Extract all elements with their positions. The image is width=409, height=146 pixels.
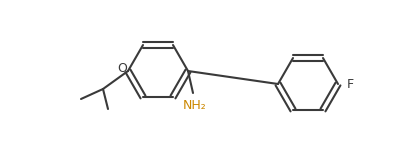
Text: NH₂: NH₂ (183, 99, 207, 112)
Text: F: F (347, 78, 354, 91)
Text: O: O (117, 61, 127, 74)
